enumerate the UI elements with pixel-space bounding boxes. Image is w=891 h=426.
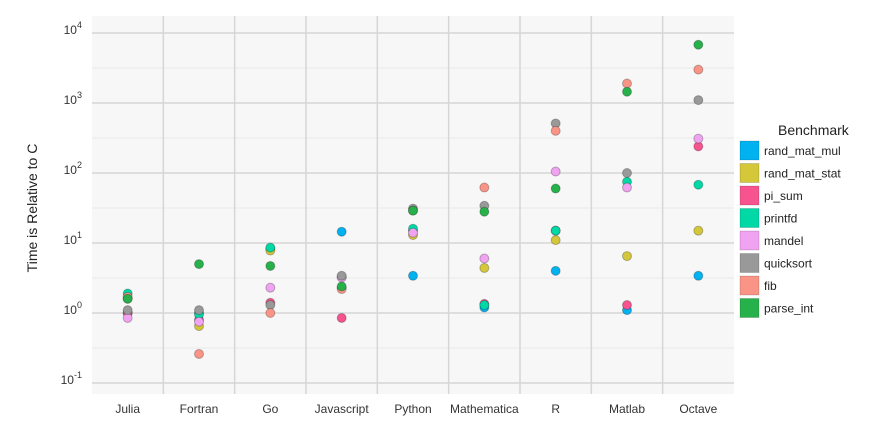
x-tick-label: R [551, 402, 560, 416]
x-tick-label: Octave [679, 402, 717, 416]
point-parse_int-octave [693, 39, 704, 50]
point-mandel-matlab [622, 182, 632, 193]
point-rand_mat_stat-matlab [622, 251, 632, 262]
point-mandel-octave [693, 133, 704, 144]
legend-swatch-rand_mat_stat [739, 163, 760, 183]
y-tick-label: 104 [64, 20, 82, 37]
x-tick-label: Fortran [180, 402, 219, 416]
point-mandel-r [550, 166, 561, 177]
point-printfd-r [550, 225, 561, 236]
point-parse_int-julia [122, 293, 133, 304]
vertical-gridlines [162, 16, 664, 394]
point-parse_int-javascript [336, 281, 347, 292]
x-tick-label: Go [262, 402, 278, 416]
point-pi_sum-javascript [336, 312, 347, 323]
point-mandel-python [408, 227, 418, 238]
x-tick-label: Mathematica [450, 402, 519, 416]
legend-swatch-mandel [739, 230, 760, 251]
legend-label-rand_mat_mul: rand_mat_mul [764, 144, 841, 158]
point-fib-mathematica [479, 182, 490, 193]
point-parse_int-go [265, 260, 276, 271]
point-parse_int-python [408, 205, 418, 216]
point-fib-go [265, 308, 276, 318]
point-fib-r [550, 125, 561, 136]
y-tick-label: 10-1 [61, 370, 82, 387]
legend-label-fib: fib [764, 279, 777, 293]
legend-swatch-pi_sum [739, 185, 760, 206]
data-points [122, 39, 704, 359]
y-tick-label: 101 [64, 230, 82, 247]
point-rand_mat_mul-javascript [336, 226, 347, 237]
point-pi_sum-matlab [622, 300, 632, 311]
legend-label-parse_int: parse_int [764, 302, 814, 316]
point-quicksort-fortran [194, 305, 204, 316]
x-tick-label: Javascript [315, 402, 370, 416]
point-quicksort-julia [122, 305, 133, 316]
x-tick-label: Matlab [609, 402, 645, 416]
legend-swatch-quicksort [739, 253, 760, 273]
point-fib-fortran [194, 348, 204, 359]
y-axis-label: Time is Relative to C [24, 144, 40, 273]
point-parse_int-matlab [622, 86, 632, 97]
x-tick-labels: Julia Fortran Go Javascript Python Mathematic… [115, 402, 717, 416]
legend: Benchmark rand_mat_mul rand_mat_stat pi_su… [739, 122, 850, 318]
y-tick-label: 102 [64, 160, 82, 177]
legend-swatch-printfd [739, 208, 760, 228]
point-quicksort-matlab [622, 168, 632, 178]
point-parse_int-fortran [194, 259, 204, 270]
legend-swatch-rand_mat_mul [739, 140, 760, 161]
point-rand_mat_mul-r [550, 265, 561, 276]
point-fib-matlab [622, 78, 632, 89]
point-rand_mat_stat-octave [693, 225, 704, 236]
y-tick-labels: 10-1 100 101 102 103 104 [61, 20, 82, 387]
point-printfd-octave [693, 179, 704, 190]
point-rand_mat_mul-python [408, 270, 418, 281]
point-quicksort-javascript [336, 270, 347, 281]
point-rand_mat_mul-octave [693, 270, 704, 281]
point-quicksort-octave [693, 95, 704, 106]
point-rand_mat_stat-mathematica [479, 262, 490, 273]
point-mandel-fortran [194, 316, 204, 327]
y-tick-label: 100 [64, 300, 82, 317]
legend-label-mandel: mandel [764, 234, 803, 248]
legend-label-rand_mat_stat: rand_mat_stat [764, 167, 841, 181]
x-tick-label: Julia [115, 402, 140, 416]
point-parse_int-r [550, 183, 561, 194]
y-tick-label: 103 [64, 90, 82, 107]
point-parse_int-mathematica [479, 206, 490, 217]
legend-swatch-fib [739, 275, 760, 296]
legend-swatch-parse_int [739, 298, 760, 318]
legend-label-pi_sum: pi_sum [764, 189, 803, 203]
point-fib-octave [693, 64, 704, 75]
point-mandel-go [265, 282, 276, 293]
legend-label-printfd: printfd [764, 212, 797, 226]
point-printfd-go [265, 242, 276, 253]
point-rand_mat_stat-r [550, 235, 561, 246]
legend-title: Benchmark [778, 122, 850, 138]
point-mandel-mathematica [479, 253, 490, 264]
point-printfd-mathematica [479, 300, 490, 311]
legend-label-quicksort: quicksort [764, 257, 813, 271]
x-tick-label: Python [394, 402, 431, 416]
